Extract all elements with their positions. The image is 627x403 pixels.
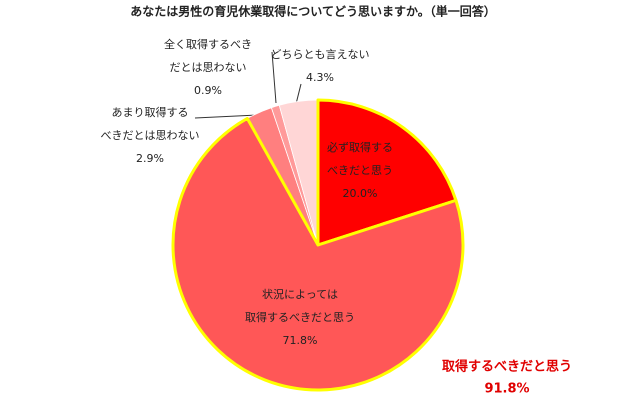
slice-label: どちらとも言えない — [271, 48, 370, 61]
value-label: 20.0% — [343, 187, 378, 200]
value-label: 4.3% — [306, 71, 334, 84]
slice-label: 必ず取得する — [327, 141, 393, 154]
slice-label: 取得するべきだと思う — [245, 311, 355, 324]
pie-slice — [171, 116, 465, 392]
annotation: 取得するべきだと思う — [442, 359, 572, 375]
value-label: 2.9% — [136, 152, 164, 165]
pie-slice — [316, 98, 458, 247]
slice-label: 全く取得するべき — [164, 37, 252, 51]
value-label: 71.8% — [283, 334, 318, 347]
slice-label: 状況によっては — [262, 287, 338, 301]
slice-label: だとは思わない — [170, 61, 247, 74]
chart-title: あなたは男性の育児休業取得についてどう思いますか。（単一回答） — [130, 4, 495, 19]
leader-line — [194, 114, 259, 119]
slice-label: あまり取得する — [112, 106, 189, 119]
slice-label: べきだとは思わない — [101, 129, 200, 142]
annotation: 91.8% — [484, 382, 529, 397]
value-label: 0.9% — [194, 84, 222, 97]
slice-label: べきだと思う — [327, 164, 393, 177]
leader-line — [271, 51, 277, 104]
leader-line — [295, 83, 302, 105]
